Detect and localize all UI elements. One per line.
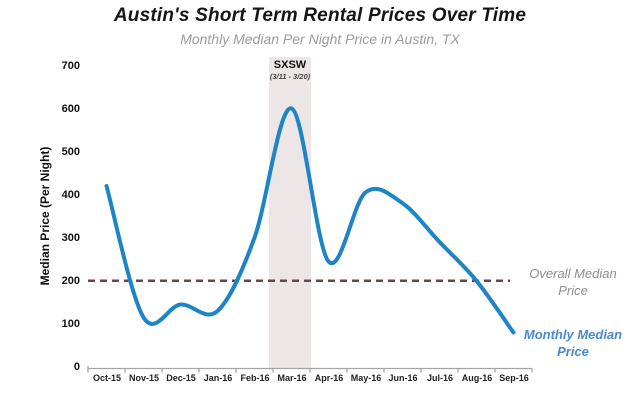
y-tick-0: 0 xyxy=(73,361,80,373)
y-tick-600: 600 xyxy=(61,103,80,115)
x-tick-oct15: Oct-15 xyxy=(92,373,121,383)
legend-monthly-median: Monthly Median Price xyxy=(523,327,623,359)
x-tick-dec15: Dec-15 xyxy=(166,373,196,383)
sxsw-event-band xyxy=(269,57,311,368)
x-tick-jul16: Jul-16 xyxy=(426,373,453,383)
x-tick-mar16: Mar-16 xyxy=(277,373,307,383)
x-tick-feb16: Feb-16 xyxy=(240,373,270,383)
x-axis xyxy=(87,366,533,373)
x-tick-jun16: Jun-16 xyxy=(388,373,418,383)
sxsw-annotation-dates: (3/11 - 3/20) xyxy=(269,72,311,81)
y-tick-200: 200 xyxy=(61,275,80,287)
x-tick-may16: May-16 xyxy=(350,373,382,383)
x-tick-sep16: Sep-16 xyxy=(499,373,529,383)
monthly-median-line xyxy=(104,106,516,335)
y-axis-title: Median Price (Per Night) xyxy=(38,146,52,286)
chart-subtitle: Monthly Median Per Night Price in Austin… xyxy=(180,31,460,47)
y-tick-300: 300 xyxy=(61,232,80,244)
legend-overall-median: Overall Median Price xyxy=(529,266,617,298)
x-tick-jan16: Jan-16 xyxy=(203,373,233,383)
x-tick-nov15: Nov-15 xyxy=(128,373,159,383)
x-tick-aug16: Aug-16 xyxy=(461,373,493,383)
y-tick-700: 700 xyxy=(61,60,80,72)
x-tick-apr16: Apr-16 xyxy=(314,373,344,383)
y-tick-500: 500 xyxy=(61,146,80,158)
chart-title: Austin's Short Term Rental Prices Over T… xyxy=(113,5,527,26)
y-tick-400: 400 xyxy=(61,189,80,201)
sxsw-annotation-label: SXSW xyxy=(273,59,307,71)
y-tick-100: 100 xyxy=(61,318,80,330)
